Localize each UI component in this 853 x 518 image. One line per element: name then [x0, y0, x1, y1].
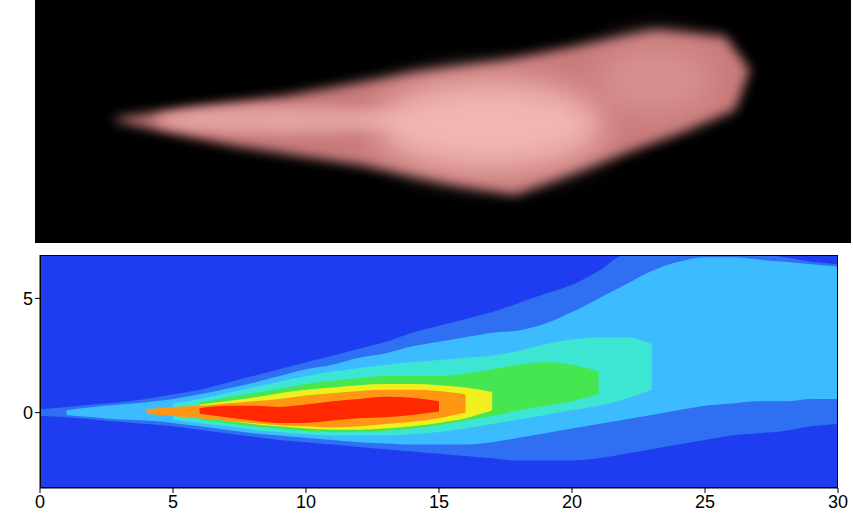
svg-text:0: 0 [35, 492, 45, 512]
svg-text:20: 20 [562, 492, 582, 512]
svg-text:10: 10 [296, 492, 316, 512]
svg-text:5: 5 [168, 492, 178, 512]
svg-text:30: 30 [828, 492, 848, 512]
svg-text:25: 25 [695, 492, 715, 512]
svg-text:0: 0 [23, 403, 33, 423]
svg-text:15: 15 [429, 492, 449, 512]
svg-text:5: 5 [23, 289, 33, 309]
